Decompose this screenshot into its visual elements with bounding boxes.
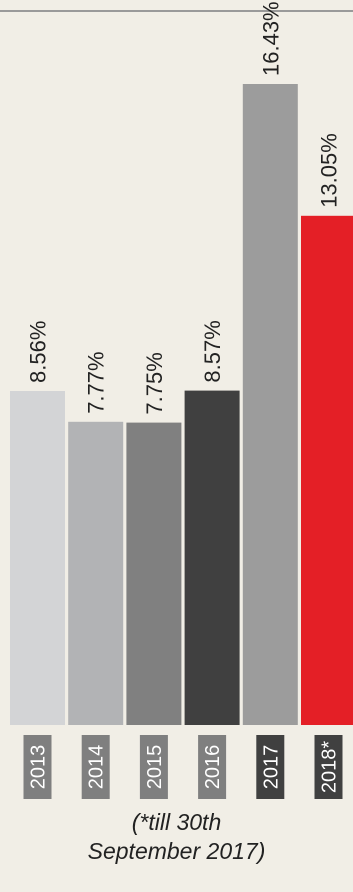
value-label-2018: 13.05% [317,133,342,208]
category-label-box-2013 [23,735,52,799]
value-labels-group: 8.56% 7.77% 7.75% 8.57% 16.43% 13.05% [26,1,342,414]
footnote: (*till 30th September 2017) [87,809,266,864]
category-label-2015: 2015 [144,745,166,790]
bar-2014 [68,421,124,725]
value-label-2014: 7.77% [84,351,109,413]
value-label-2017: 16.43% [258,1,283,76]
category-label-box-2014 [81,735,110,799]
category-label-2016: 2016 [202,745,224,790]
value-label-2013: 8.56% [26,321,51,383]
value-label-2015: 7.75% [142,352,167,414]
bars-group [10,84,353,726]
bar-2013 [10,391,65,725]
bar-2015 [126,422,182,725]
category-label-box-2018 [314,735,343,799]
category-label-2017: 2017 [260,745,282,790]
category-label-box-2016 [198,735,227,799]
category-label-box-2017 [256,735,285,799]
category-labels-group: 2013 2014 2015 2016 2017 2018* [23,735,343,799]
bar-2016 [184,390,240,725]
value-label-2016: 8.57% [200,320,225,382]
bar-2018 [301,215,353,726]
bar-2017 [242,84,298,725]
category-label-2014: 2014 [86,745,108,790]
category-label-2018: 2018* [319,741,341,793]
category-label-2013: 2013 [28,745,50,790]
category-label-box-2015 [139,735,168,799]
